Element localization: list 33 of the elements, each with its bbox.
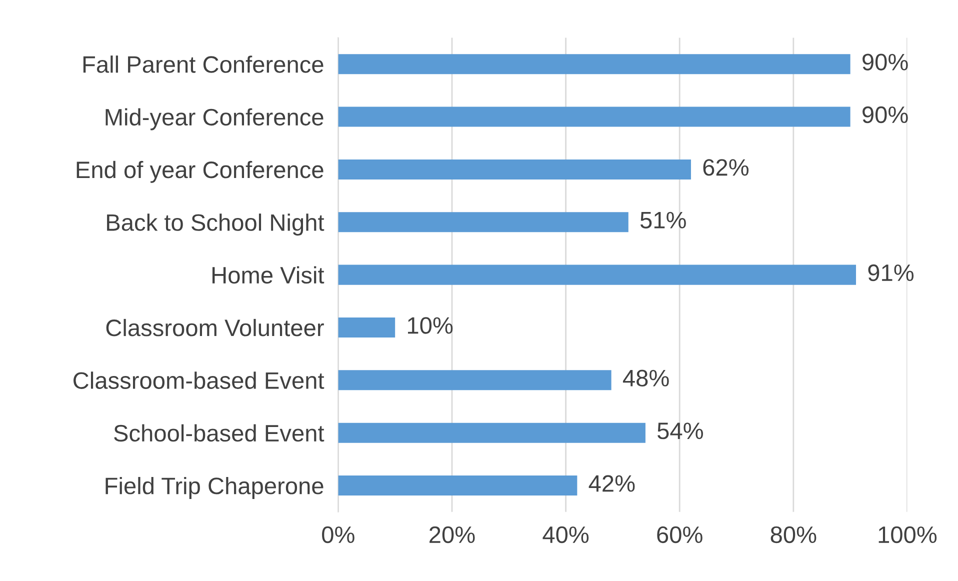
y-tick-label: Home Visit [212, 266, 324, 284]
bar [338, 106, 850, 127]
data-label: 90% [862, 106, 908, 124]
bar [338, 54, 850, 74]
data-label: 51% [640, 212, 686, 228]
x-tick-label: 0% [322, 526, 354, 544]
y-tick-label: Back to School Night [107, 214, 324, 236]
data-label: 48% [622, 370, 669, 387]
y-tick-label: Classroom-based Event [74, 372, 324, 389]
bar [338, 264, 856, 285]
y-tick-label: Fall Parent Conference [83, 56, 324, 73]
x-tick-label: 40% [542, 526, 589, 544]
y-tick-label: Field Trip Chaperone [106, 476, 324, 499]
x-tick-label: 20% [430, 526, 475, 544]
y-tick-label: Mid-year Conference [106, 108, 324, 130]
bar [338, 159, 691, 180]
x-tick-label: 100% [878, 526, 937, 544]
bar [338, 317, 396, 338]
data-label: 62% [703, 159, 749, 176]
data-label: 91% [868, 264, 914, 282]
bar [338, 212, 628, 232]
bar [338, 370, 612, 390]
y-tick-label: School-based Event [114, 424, 324, 442]
bar [338, 476, 578, 496]
x-tick-label: 80% [770, 526, 816, 544]
data-label: 90% [862, 54, 908, 70]
data-label: 10% [408, 317, 453, 334]
bar [338, 422, 646, 443]
x-tick-label: 60% [657, 526, 702, 544]
data-label: 54% [658, 422, 703, 440]
y-tick-label: Classroom Volunteer [106, 318, 324, 336]
data-label: 42% [588, 475, 635, 492]
y-tick-label: End of year Conference [76, 160, 324, 183]
